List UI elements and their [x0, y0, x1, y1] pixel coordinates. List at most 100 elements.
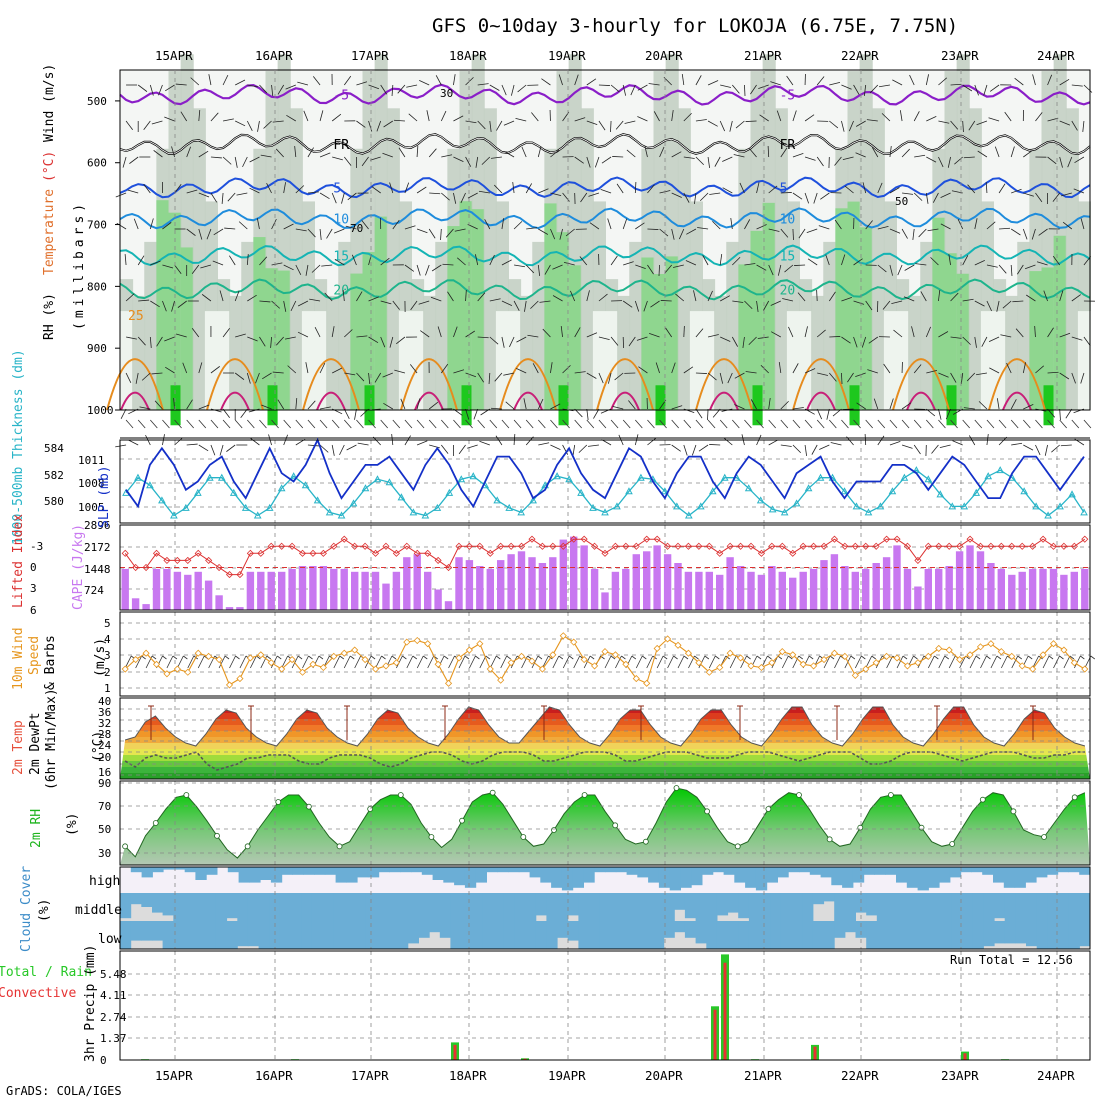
li-marker — [288, 542, 296, 550]
wind-barb — [756, 182, 760, 194]
surface-barb — [732, 419, 740, 429]
wind10m-barb-flag — [798, 655, 803, 660]
cloud-high-bar — [820, 867, 832, 878]
cape-bar — [903, 568, 912, 610]
rh-low-shade — [192, 108, 206, 411]
wind-barb — [732, 256, 741, 266]
thickness-tick-label: 584 — [44, 442, 64, 455]
wind-barb — [588, 192, 600, 197]
wind-barb — [695, 119, 707, 122]
wind-barb — [989, 367, 1000, 374]
rh-dry-shade — [896, 311, 910, 410]
wind-barb — [634, 181, 637, 194]
wind10m-barb — [197, 655, 205, 669]
wind-barb — [162, 222, 172, 230]
cloud-high-bar — [658, 867, 671, 888]
wind-barb — [287, 365, 297, 374]
surface-barb — [344, 419, 352, 429]
wind-barb — [326, 228, 333, 239]
cloud-high-bar — [572, 867, 584, 888]
rh-mid-shade — [471, 209, 485, 410]
wind-barb — [695, 75, 702, 86]
wind-barb — [149, 336, 152, 348]
wind-barb — [912, 228, 915, 240]
wind-barb — [612, 156, 624, 158]
precip-total-label: Total / Rain — [0, 965, 92, 980]
isotherm-label: FR — [333, 138, 349, 153]
rh-low-shade — [580, 108, 594, 411]
thickness-tick-label: 580 — [44, 495, 64, 508]
wind-barb — [610, 120, 612, 133]
wind-barb — [191, 264, 200, 275]
thickness-marker — [673, 502, 681, 510]
rh-mid-shade — [738, 264, 752, 410]
wind-barb — [913, 444, 921, 455]
cloud-middle-bar — [354, 893, 366, 921]
cape-bar — [893, 545, 901, 610]
date-label-top: 15APR — [155, 48, 193, 63]
wind-barb — [562, 444, 569, 455]
wind-barb — [816, 289, 818, 302]
wind-barb — [960, 372, 964, 384]
wind-barb — [786, 75, 794, 86]
surface-barb — [1047, 419, 1055, 429]
cape-bar — [674, 563, 682, 610]
thickness-marker — [217, 473, 226, 481]
wind-barb — [733, 154, 745, 158]
wind10m-barb — [124, 655, 132, 669]
wind-barb — [257, 120, 260, 132]
cloud-low-bar — [1047, 921, 1059, 949]
wind-barb — [141, 372, 151, 381]
wind-barb — [501, 300, 513, 307]
surface-barb — [901, 419, 910, 429]
thickness-marker — [888, 487, 897, 495]
precip-frame — [119, 950, 1091, 1061]
cloud-high-bar — [906, 867, 919, 888]
wind-barb — [977, 150, 988, 158]
wind-barb — [742, 336, 745, 348]
rh-mid-shade — [641, 257, 655, 410]
isotherm-line — [119, 244, 1091, 267]
cloud-high-bar — [605, 867, 617, 873]
cape-bar — [351, 571, 359, 610]
wind-barb — [580, 192, 588, 203]
wind-barb — [938, 156, 944, 168]
wind-barb — [889, 146, 892, 158]
li-marker — [225, 571, 234, 579]
rh-low-shade — [774, 108, 788, 411]
wind-barb — [589, 222, 600, 230]
wind-barb — [707, 408, 709, 421]
wind-barb — [915, 263, 927, 266]
cloud-middle-bar — [823, 893, 835, 902]
cloud-high-bar — [842, 867, 854, 888]
wind-barb — [419, 79, 430, 86]
wind-barb — [383, 120, 394, 128]
cape-bar — [330, 568, 338, 610]
wind-barb — [200, 264, 212, 269]
wind10m-speed-marker — [956, 655, 964, 664]
cloud-low-bar — [141, 921, 153, 941]
cloud-high-bar — [206, 867, 218, 875]
wind10m-barb-flag — [276, 655, 282, 660]
wind-barb — [644, 146, 648, 158]
wind10m-barb — [698, 655, 706, 669]
cloud-low-bar — [621, 921, 633, 949]
cloud-high-bar — [788, 867, 800, 873]
wind-barb — [309, 298, 321, 302]
cloud-low-bar — [727, 921, 739, 949]
cloud-middle-bar — [152, 893, 164, 913]
li-marker — [799, 542, 807, 550]
thickness-marker — [684, 511, 693, 519]
wind-barb — [489, 336, 499, 345]
cloud-high-bar — [1046, 867, 1059, 875]
surface-barb — [768, 419, 776, 429]
wind-barb — [626, 149, 636, 158]
cape-bar — [549, 557, 557, 610]
cloud-middle-bar — [1068, 893, 1080, 921]
cloud-low-bar — [375, 921, 387, 949]
wind-barb — [693, 290, 697, 302]
wind10m-barb-flag — [944, 655, 950, 660]
thickness-marker — [301, 481, 310, 489]
wind-barb — [357, 442, 369, 446]
li-marker — [1039, 535, 1047, 543]
